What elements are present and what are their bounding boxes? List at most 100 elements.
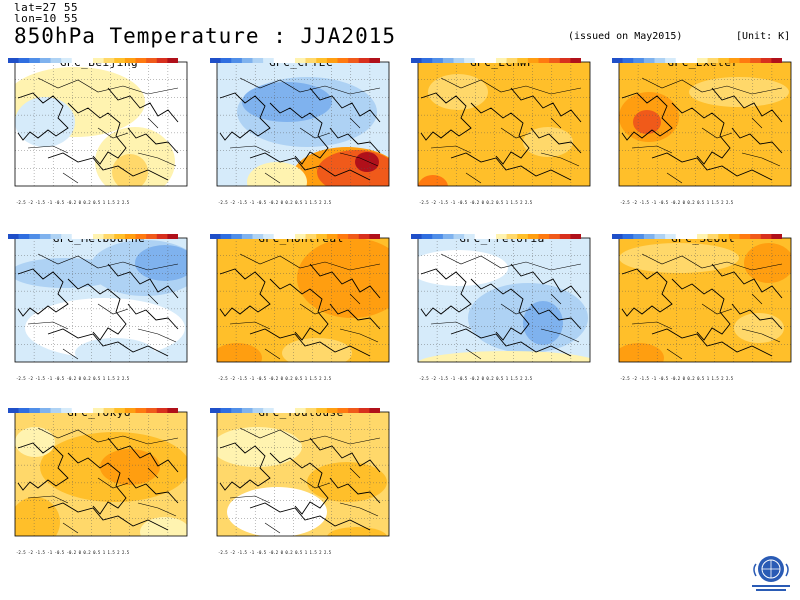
coastline xyxy=(219,263,381,357)
colorbar-swatch xyxy=(316,234,328,239)
colorbar-ticks: -2.5 -2 -1.5 -1 -0.5 -0.2 0 0.2 0.5 1 1.… xyxy=(218,376,332,381)
anomaly-shade xyxy=(744,243,791,283)
anomaly-shade xyxy=(15,497,60,536)
colorbar-swatch xyxy=(728,234,740,239)
anomaly-shade xyxy=(242,82,332,122)
colorbar-swatch xyxy=(697,58,708,63)
colorbar-swatch xyxy=(263,58,275,63)
anomaly-shade xyxy=(689,77,789,107)
colorbar-swatch xyxy=(771,58,782,63)
colorbar-swatch xyxy=(71,408,83,413)
colorbar xyxy=(411,234,581,239)
colorbar-swatch xyxy=(295,408,306,413)
colorbar-swatch xyxy=(220,408,232,413)
colorbar-swatch xyxy=(527,234,539,239)
anomaly-shade xyxy=(523,127,573,157)
colorbar-swatch xyxy=(273,234,285,239)
colorbar-swatch xyxy=(263,408,275,413)
coastline xyxy=(17,87,179,181)
colorbar-swatch xyxy=(675,234,687,239)
unit-label: [Unit: K] xyxy=(736,31,791,42)
colorbar-swatch xyxy=(135,58,147,63)
coastline xyxy=(17,437,179,531)
anomaly-shade xyxy=(619,343,664,362)
lat-label: lat=27 55 xyxy=(14,1,79,14)
map-plot xyxy=(618,237,792,363)
colorbar-swatch xyxy=(61,58,73,63)
colorbar-swatch xyxy=(622,58,634,63)
colorbar-swatch xyxy=(305,234,317,239)
colorbar-swatch xyxy=(612,58,623,63)
map-plot xyxy=(14,411,188,537)
colorbar-swatch xyxy=(61,408,73,413)
colorbar-swatch xyxy=(527,58,539,63)
anomaly-shade xyxy=(355,152,379,172)
map-panel: GPC_Seoul-2.5 -2 -1.5 -1 -0.5 -0.2 0 0.2… xyxy=(612,232,794,384)
anomaly-shade xyxy=(135,245,187,281)
map-plot xyxy=(14,61,188,187)
colorbar-swatch xyxy=(453,234,465,239)
colorbar-swatch xyxy=(675,58,687,63)
colorbar-swatch xyxy=(771,234,782,239)
colorbar-swatch xyxy=(570,58,581,63)
colorbar-swatch xyxy=(93,234,104,239)
colorbar-swatch xyxy=(146,234,158,239)
colorbar-swatch xyxy=(559,58,571,63)
map-panel: GPC_Melbourne-2.5 -2 -1.5 -1 -0.5 -0.2 0… xyxy=(8,232,190,384)
map-plot xyxy=(216,237,390,363)
colorbar xyxy=(411,58,581,63)
colorbar-swatch xyxy=(633,58,645,63)
map-panel: GPC_Exeter-2.5 -2 -1.5 -1 -0.5 -0.2 0 0.… xyxy=(612,56,794,208)
colorbar-swatch xyxy=(369,58,380,63)
colorbar-swatch xyxy=(50,58,62,63)
colorbar-swatch xyxy=(273,408,285,413)
map-panel: GPC_Toulouse-2.5 -2 -1.5 -1 -0.5 -0.2 0 … xyxy=(210,406,392,558)
anomaly-shade xyxy=(217,343,262,362)
colorbar-swatch xyxy=(210,408,221,413)
colorbar-swatch xyxy=(707,234,719,239)
colorbar-swatch xyxy=(369,234,380,239)
colorbar-ticks: -2.5 -2 -1.5 -1 -0.5 -0.2 0 0.2 0.5 1 1.… xyxy=(419,376,533,381)
colorbar-swatch xyxy=(29,408,41,413)
colorbar-swatch xyxy=(241,58,253,63)
coastline xyxy=(420,87,582,181)
colorbar-swatch xyxy=(421,58,433,63)
coastline xyxy=(621,87,783,181)
map-plot xyxy=(14,237,188,363)
colorbar-swatch xyxy=(39,408,51,413)
anomaly-shade xyxy=(282,338,352,362)
colorbar-swatch xyxy=(358,408,370,413)
colorbar-swatch xyxy=(220,234,232,239)
colorbar xyxy=(8,408,178,413)
colorbar-swatch xyxy=(124,408,136,413)
colorbar-swatch xyxy=(665,58,677,63)
colorbar-swatch xyxy=(633,234,645,239)
colorbar-swatch xyxy=(654,234,666,239)
map-panel: GPC_ECMWF-2.5 -2 -1.5 -1 -0.5 -0.2 0 0.2… xyxy=(411,56,593,208)
anomaly-shade xyxy=(523,301,563,345)
colorbar-swatch xyxy=(284,234,296,239)
country-border xyxy=(631,77,783,184)
map-plot xyxy=(618,61,792,187)
colorbar-swatch xyxy=(326,234,338,239)
map-panel: GPC_Pretoria-2.5 -2 -1.5 -1 -0.5 -0.2 0 … xyxy=(411,232,593,384)
colorbar-swatch xyxy=(665,234,677,239)
colorbar xyxy=(210,234,380,239)
map-plot xyxy=(417,61,591,187)
colorbar-swatch xyxy=(273,58,285,63)
anomaly-shade xyxy=(734,313,784,343)
colorbar-swatch xyxy=(517,234,529,239)
colorbar-swatch xyxy=(496,234,507,239)
colorbar-swatch xyxy=(210,234,221,239)
country-border xyxy=(27,253,179,360)
colorbar-swatch xyxy=(326,58,338,63)
country-border xyxy=(229,427,381,534)
colorbar-swatch xyxy=(252,58,264,63)
country-border xyxy=(229,77,381,184)
colorbar-ticks: -2.5 -2 -1.5 -1 -0.5 -0.2 0 0.2 0.5 1 1.… xyxy=(16,376,130,381)
colorbar-swatch xyxy=(284,408,296,413)
lon-label: lon=10 55 xyxy=(14,12,79,25)
colorbar-swatch xyxy=(337,408,349,413)
anomaly-shade xyxy=(15,427,55,457)
colorbar-swatch xyxy=(718,234,730,239)
